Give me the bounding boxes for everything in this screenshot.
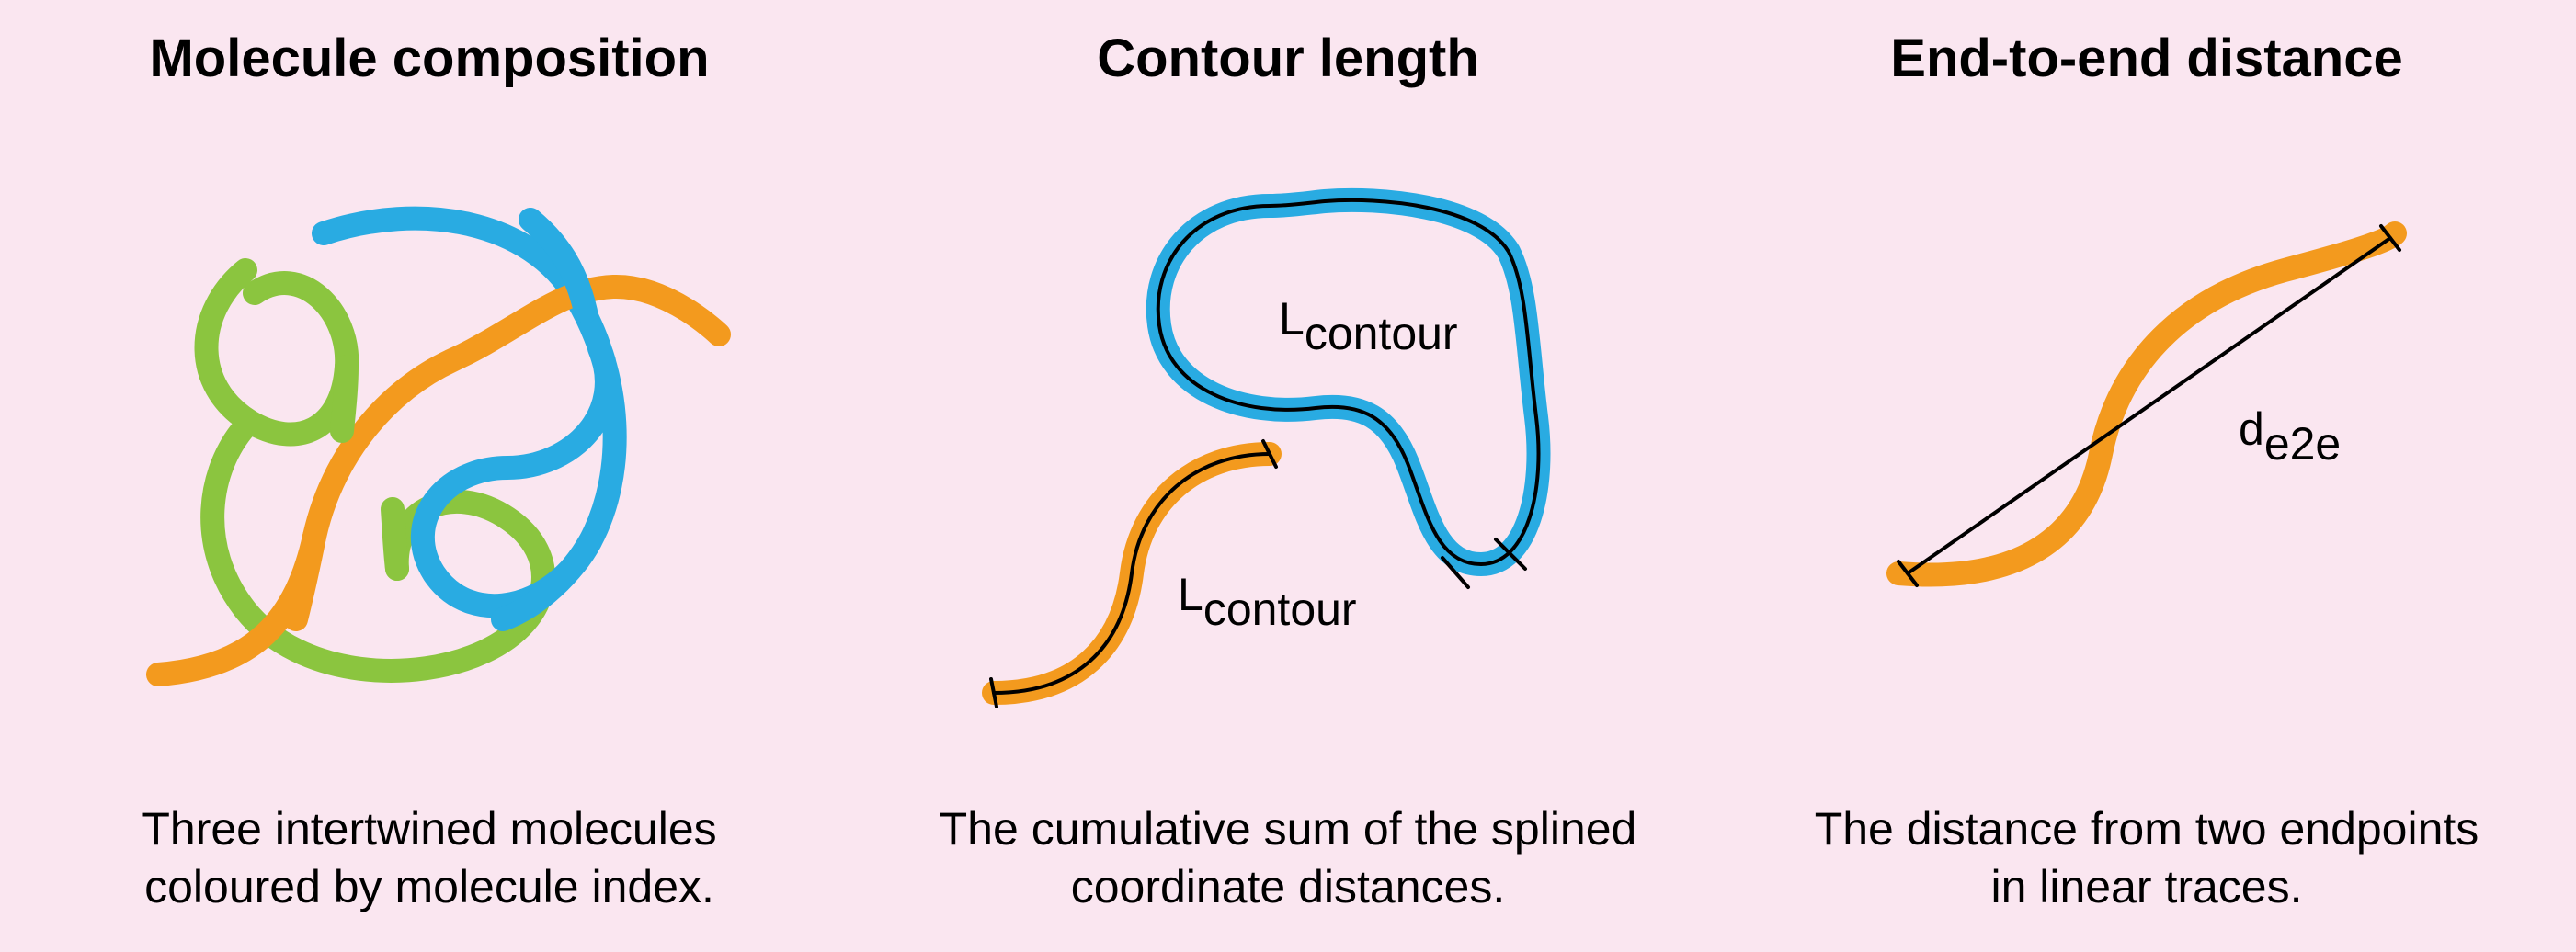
label-lcontour-orange: Lcontour — [1178, 569, 1357, 635]
overlay-green-2 — [393, 509, 397, 569]
title-composition: Molecule composition — [149, 28, 709, 89]
blue-loop — [1158, 200, 1539, 564]
caption-contour: The cumulative sum of the splined coordi… — [935, 800, 1642, 915]
title-contour: Contour length — [1097, 28, 1479, 89]
panel-composition: Molecule composition — [0, 0, 859, 952]
measure-line — [1908, 238, 2390, 573]
graphic-e2e: de2e — [1754, 108, 2539, 782]
label-de2e: de2e — [2239, 403, 2341, 470]
label-lcontour-blue: Lcontour — [1279, 293, 1458, 359]
orange-s-trace — [994, 454, 1270, 693]
caption-composition: Three intertwined molecules coloured by … — [76, 800, 783, 915]
svg-contour: Lcontour Lcontour — [939, 151, 1637, 739]
title-e2e: End-to-end distance — [1890, 28, 2402, 89]
svg-composition — [108, 151, 751, 739]
panel-contour: Contour length — [859, 0, 1717, 952]
overlay-green-1 — [342, 367, 347, 431]
graphic-contour: Lcontour Lcontour — [895, 108, 1681, 782]
caption-e2e: The distance from two endpoints in linea… — [1794, 800, 2501, 915]
svg-e2e: de2e — [1825, 151, 2468, 739]
graphic-composition — [37, 108, 822, 782]
overlay-orange-1 — [296, 537, 314, 619]
panel-e2e: End-to-end distance de2e The distance fr… — [1717, 0, 2576, 952]
